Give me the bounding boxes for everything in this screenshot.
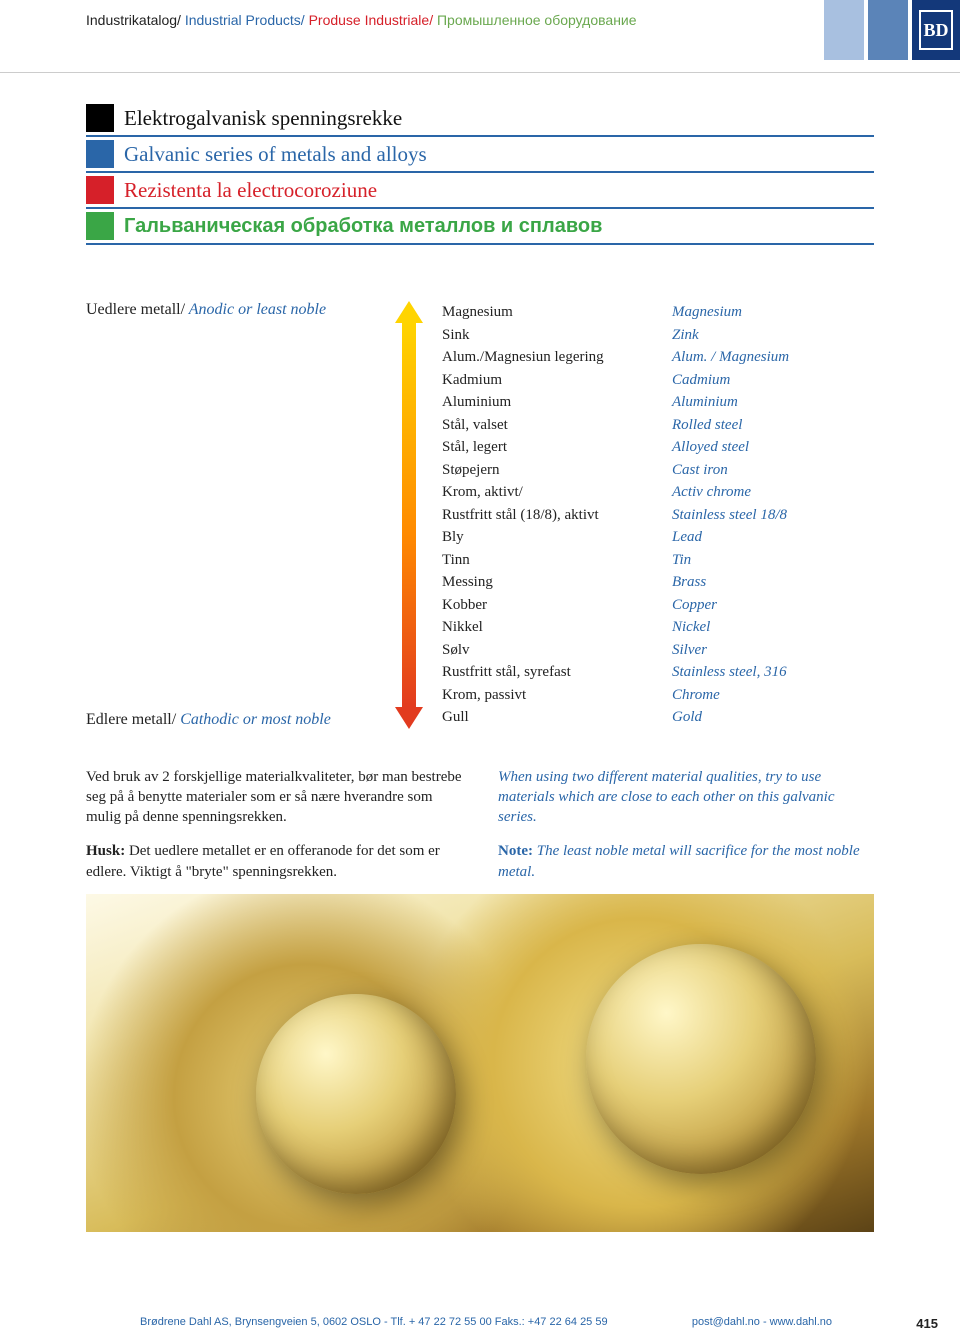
series-item-native: Magnesium	[442, 301, 652, 324]
note-para1-no: Ved bruk av 2 forskjellige materialkvali…	[86, 767, 462, 828]
series-item-english: Activ chrome	[672, 481, 874, 504]
series-item-english: Alloyed steel	[672, 436, 874, 459]
title-en-text: Galvanic series of metals and alloys	[124, 142, 427, 167]
note-en: Note: The least noble metal will sacrifi…	[498, 841, 874, 882]
series-item-english: Gold	[672, 706, 874, 729]
series-item-native: Alum./Magnesiun legering	[442, 346, 652, 369]
series-item-english: Magnesium	[672, 301, 874, 324]
coin-shape	[586, 944, 816, 1174]
title-no-text: Elektrogalvanisk spenningsrekke	[124, 106, 402, 131]
series-item-english: Aluminium	[672, 391, 874, 414]
footer-company: Brødrene Dahl AS, Brynsengveien 5, 0602 …	[140, 1316, 608, 1328]
note-para1-en: When using two different material qualit…	[498, 767, 874, 828]
notes-right: When using two different material qualit…	[498, 767, 874, 882]
series-item-english: Stainless steel, 316	[672, 661, 874, 684]
title-ru-text: Гальваническая обработка металлов и спла…	[124, 215, 602, 238]
breadcrumb-no: Industrikatalog/	[86, 12, 181, 28]
title-block: Elektrogalvanisk spenningsrekke Galvanic…	[86, 101, 874, 245]
decorative-photo	[86, 894, 874, 1232]
breadcrumb-ru: Промышленное оборудование	[433, 12, 636, 28]
series-item-native: Sølv	[442, 639, 652, 662]
arrow-shaft	[402, 323, 416, 707]
galvanic-series: Uedlere metall/ Anodic or least noble Ed…	[86, 301, 874, 729]
coin-shape	[256, 994, 456, 1194]
header: Industrikatalog/ Industrial Products/ Pr…	[0, 0, 960, 73]
title-ro: Rezistenta la electrocoroziune	[86, 173, 874, 209]
series-item-native: Kobber	[442, 594, 652, 617]
title-ro-text: Rezistenta la electrocoroziune	[124, 178, 377, 203]
series-item-english: Rolled steel	[672, 414, 874, 437]
tab-dark	[868, 0, 908, 60]
cathodic-label-no: Edlere metall/	[86, 711, 176, 728]
husk-text: Det uedlere metallet er en offeranode fo…	[86, 843, 440, 879]
series-item-native: Tinn	[442, 549, 652, 572]
series-item-english: Lead	[672, 526, 874, 549]
title-en: Galvanic series of metals and alloys	[86, 137, 874, 173]
title-no: Elektrogalvanisk spenningsrekke	[86, 101, 874, 137]
series-item-native: Stål, valset	[442, 414, 652, 437]
series-item-english: Brass	[672, 571, 874, 594]
tab-light	[824, 0, 864, 60]
series-item-native: Aluminium	[442, 391, 652, 414]
husk-label: Husk:	[86, 843, 125, 859]
series-item-english: Zink	[672, 324, 874, 347]
square-green-icon	[86, 212, 114, 240]
square-blue-icon	[86, 140, 114, 168]
anodic-label: Uedlere metall/ Anodic or least noble	[86, 301, 376, 319]
gradient-arrow	[394, 301, 424, 729]
anodic-label-en: Anodic or least noble	[185, 301, 326, 318]
series-item-english: Cadmium	[672, 369, 874, 392]
series-item-english: Alum. / Magnesium	[672, 346, 874, 369]
series-item-english: Silver	[672, 639, 874, 662]
breadcrumb-ro: Produse Industriale/	[305, 12, 433, 28]
series-item-english: Chrome	[672, 684, 874, 707]
series-item-native: Kadmium	[442, 369, 652, 392]
series-item-english: Cast iron	[672, 459, 874, 482]
series-item-native: Nikkel	[442, 616, 652, 639]
cathodic-label: Edlere metall/ Cathodic or most noble	[86, 711, 376, 729]
series-item-english: Nickel	[672, 616, 874, 639]
tab-logo: BD	[912, 0, 960, 60]
series-item-native: Rustfritt stål, syrefast	[442, 661, 652, 684]
square-black-icon	[86, 104, 114, 132]
footer-contact: post@dahl.no - www.dahl.no	[692, 1316, 832, 1328]
series-item-native: Krom, aktivt/	[442, 481, 652, 504]
series-axis-labels: Uedlere metall/ Anodic or least noble Ed…	[86, 301, 376, 729]
series-english-col: MagnesiumZinkAlum. / MagnesiumCadmiumAlu…	[672, 301, 874, 729]
footer: Brødrene Dahl AS, Brynsengveien 5, 0602 …	[0, 1316, 960, 1344]
series-item-native: Rustfritt stål (18/8), aktivt	[442, 504, 652, 527]
arrow-up-icon	[395, 301, 423, 323]
notes: Ved bruk av 2 forskjellige materialkvali…	[86, 767, 874, 882]
note-husk: Husk: Det uedlere metallet er en offeran…	[86, 841, 462, 882]
anodic-label-no: Uedlere metall/	[86, 301, 185, 318]
header-tabs: BD	[824, 0, 960, 60]
logo-icon: BD	[919, 10, 953, 50]
arrow-down-icon	[395, 707, 423, 729]
page-number: 415	[916, 1316, 938, 1331]
series-item-native: Messing	[442, 571, 652, 594]
note-label: Note:	[498, 843, 533, 859]
series-item-native: Krom, passivt	[442, 684, 652, 707]
breadcrumb-en: Industrial Products/	[181, 12, 305, 28]
title-ru: Гальваническая обработка металлов и спла…	[86, 209, 874, 245]
square-red-icon	[86, 176, 114, 204]
series-columns: MagnesiumSinkAlum./Magnesiun legeringKad…	[442, 301, 874, 729]
series-item-native: Sink	[442, 324, 652, 347]
series-item-english: Copper	[672, 594, 874, 617]
series-item-native: Stål, legert	[442, 436, 652, 459]
series-item-native: Gull	[442, 706, 652, 729]
series-item-english: Stainless steel 18/8	[672, 504, 874, 527]
series-item-native: Støpejern	[442, 459, 652, 482]
notes-left: Ved bruk av 2 forskjellige materialkvali…	[86, 767, 462, 882]
cathodic-label-en: Cathodic or most noble	[176, 711, 331, 728]
note-text: The least noble metal will sacrifice for…	[498, 843, 860, 879]
series-item-native: Bly	[442, 526, 652, 549]
series-item-english: Tin	[672, 549, 874, 572]
series-native-col: MagnesiumSinkAlum./Magnesiun legeringKad…	[442, 301, 652, 729]
